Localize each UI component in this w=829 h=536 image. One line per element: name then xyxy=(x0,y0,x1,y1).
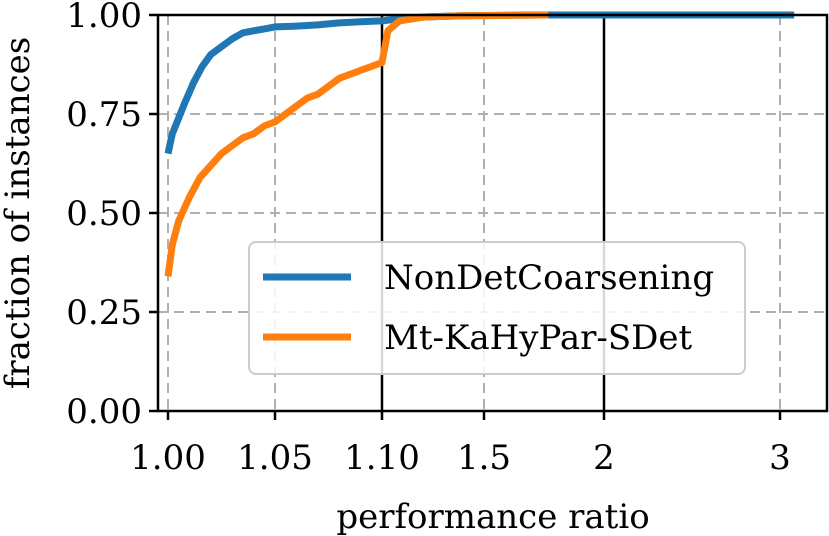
y-tick-label: 0.50 xyxy=(66,194,142,234)
legend-label-nondetcoarsening: NonDetCoarsening xyxy=(384,258,714,298)
legend-label-mt-kahypar-sdet: Mt-KaHyPar-SDet xyxy=(384,318,693,358)
x-tick-label: 1.05 xyxy=(237,438,313,478)
x-axis-label: performance ratio xyxy=(336,497,649,536)
tick-layer: 0.00 0.25 0.50 0.75 1.00 1.00 1.05 1.10 1.5 2 3 xyxy=(66,0,791,478)
x-tick-label: 1.00 xyxy=(130,438,206,478)
x-tick-label: 1.5 xyxy=(457,438,511,478)
legend-box xyxy=(248,241,746,375)
series-line-mt-kahypar-sdet xyxy=(164,11,549,277)
series-line-nondetcoarsening xyxy=(164,11,795,155)
y-tick-label: 1.00 xyxy=(66,0,142,36)
y-tick-label: 0.75 xyxy=(66,95,142,135)
y-tick-label: 0.00 xyxy=(66,392,142,432)
x-tick-label: 1.10 xyxy=(344,438,420,478)
x-tick-label: 3 xyxy=(769,438,791,478)
x-tick-label: 2 xyxy=(593,438,615,478)
legend: NonDetCoarsening Mt-KaHyPar-SDet xyxy=(248,241,746,375)
series-layer xyxy=(164,11,795,277)
y-axis-label: fraction of instances xyxy=(0,37,38,389)
y-tick-label: 0.25 xyxy=(66,293,142,333)
